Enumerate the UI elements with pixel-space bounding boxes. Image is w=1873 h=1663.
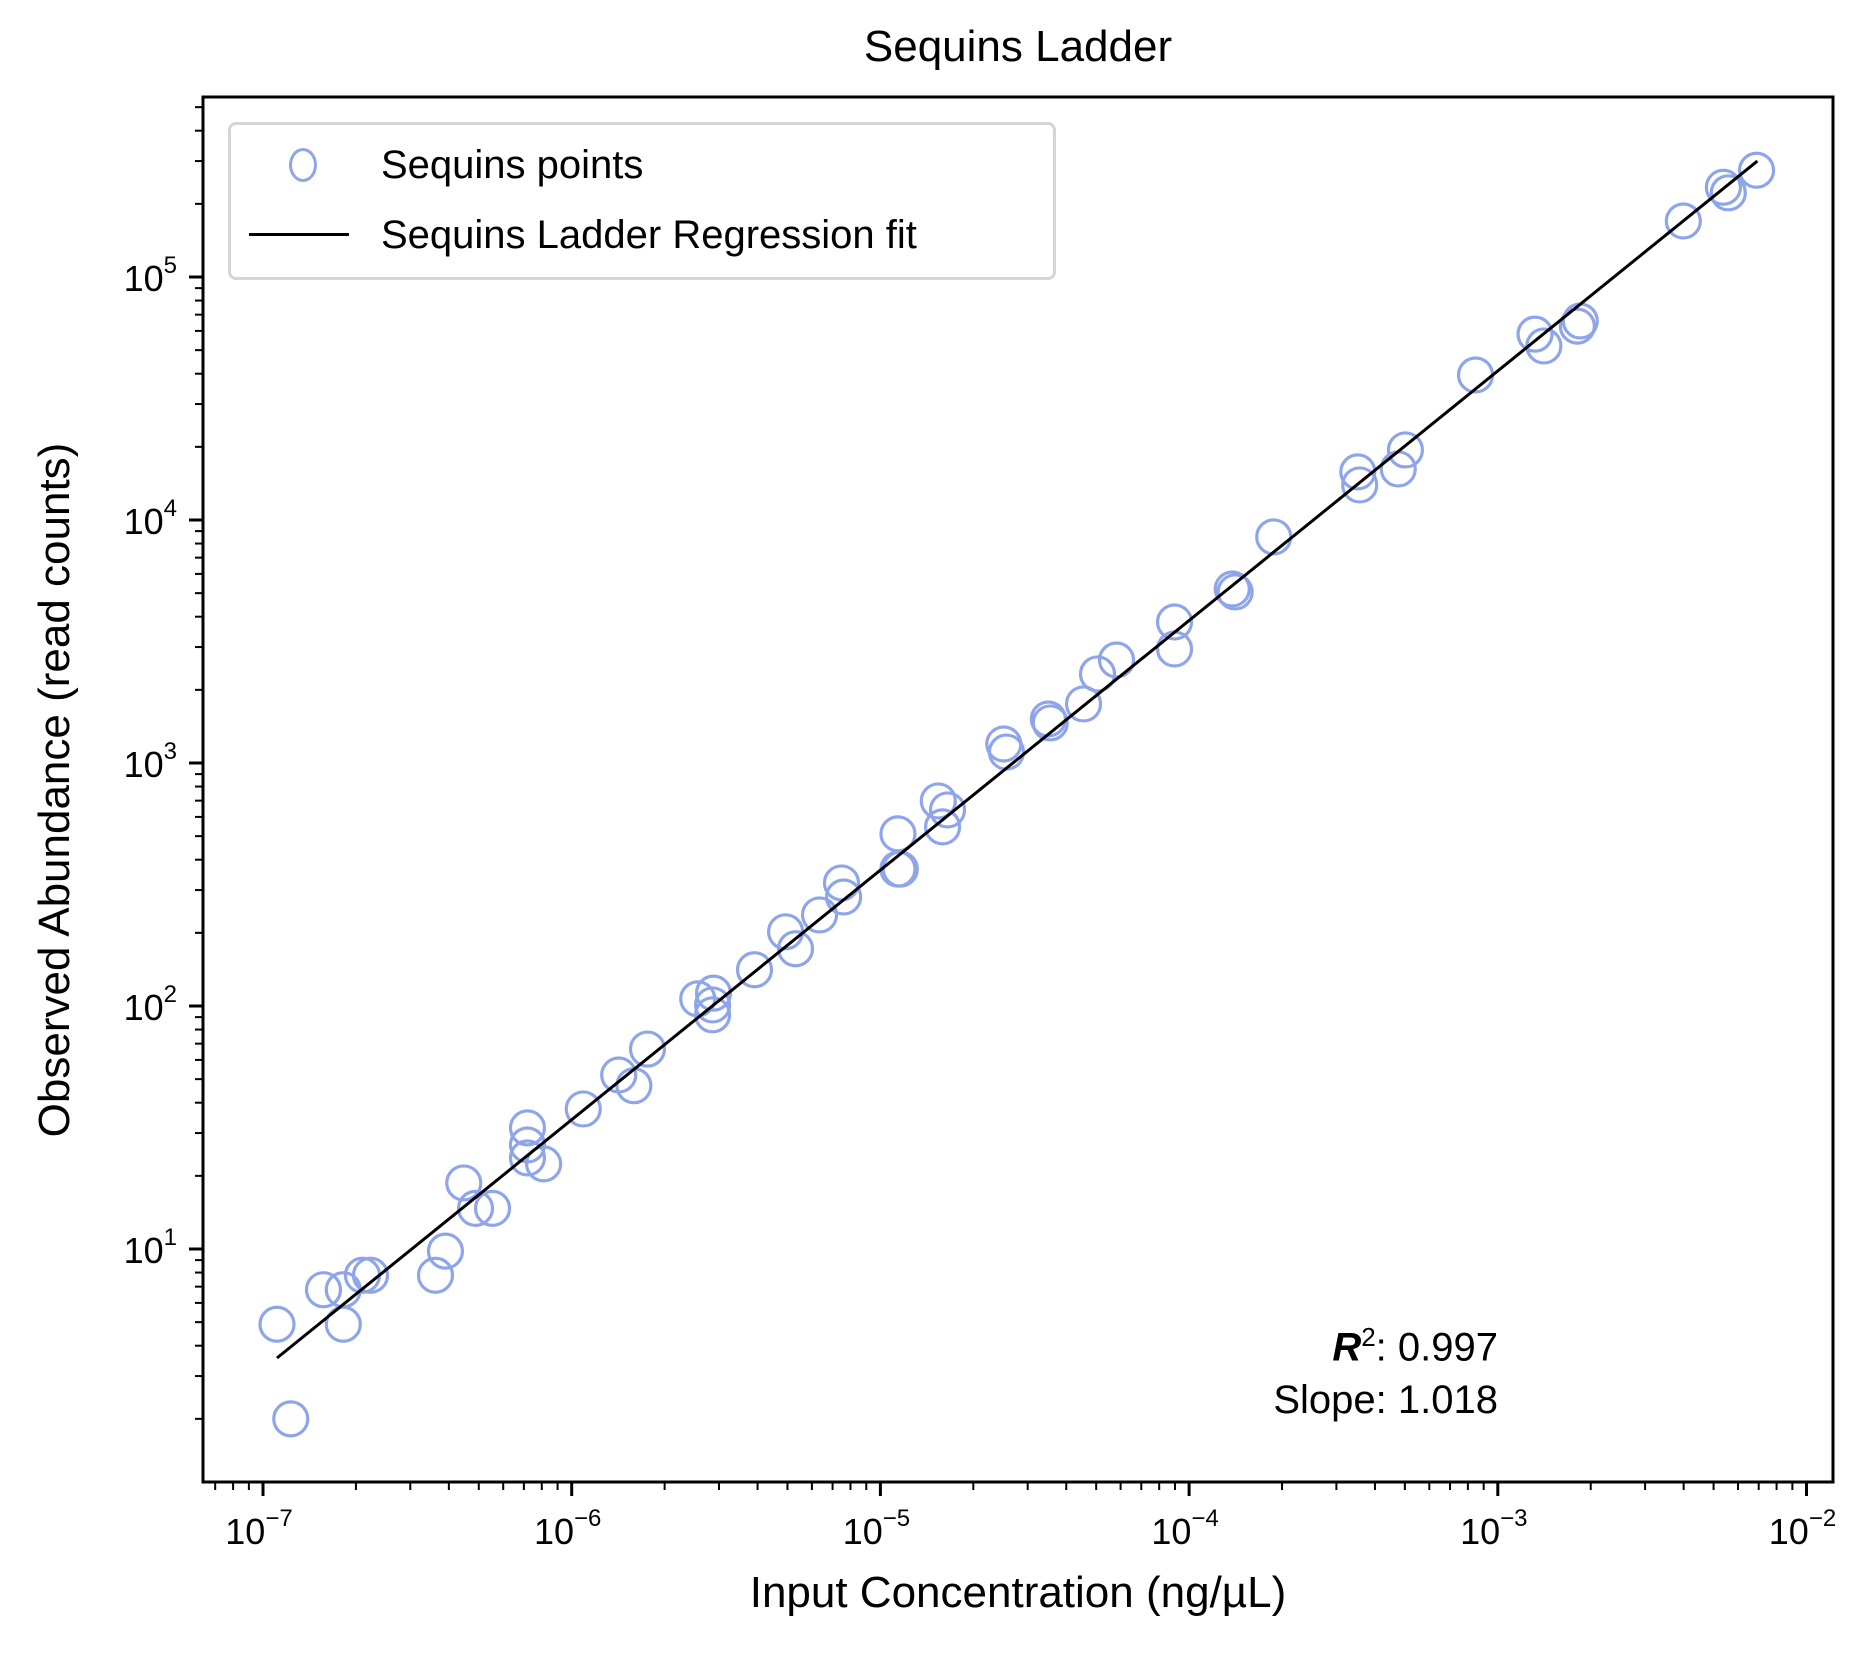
legend-item-fit: Sequins Ladder Regression fit	[231, 205, 917, 265]
x-axis-label: Input Concentration (ng/µL)	[749, 1568, 1287, 1617]
y-axis-label: Observed Abundance (read counts)	[30, 442, 79, 1138]
x-tick-label: 10−7	[225, 1505, 292, 1552]
data-point-marker	[881, 850, 919, 888]
legend-label: Sequins Ladder Regression fit	[381, 212, 917, 257]
data-point-marker	[416, 1256, 455, 1294]
y-tick-label: 103	[124, 738, 177, 785]
r-squared-value: : 0.997	[1375, 1325, 1498, 1370]
data-point-marker	[1078, 655, 1117, 693]
data-point-marker	[735, 951, 774, 989]
legend: Sequins points Sequins Ladder Regression…	[228, 122, 1056, 280]
data-point-marker	[919, 782, 957, 820]
y-tick-label: 105	[124, 252, 177, 299]
x-tick-label: 10−2	[1769, 1505, 1836, 1552]
data-point-marker	[825, 878, 863, 916]
data-point-marker	[1155, 603, 1194, 641]
data-point-marker	[1516, 315, 1554, 353]
data-point-marker	[776, 930, 815, 968]
data-point-marker	[928, 791, 967, 829]
data-point-marker	[564, 1090, 602, 1128]
data-point-marker	[1704, 168, 1742, 206]
line-icon	[249, 233, 349, 236]
data-point-marker	[272, 1400, 310, 1438]
x-tick-label: 10−4	[1151, 1505, 1218, 1552]
data-point-marker	[1386, 431, 1425, 469]
data-point-marker	[1341, 466, 1379, 504]
data-point-marker	[1737, 151, 1776, 189]
data-point-marker	[508, 1109, 547, 1147]
data-point-marker	[693, 996, 732, 1034]
data-point-marker	[1379, 450, 1417, 488]
data-point-marker	[1456, 356, 1495, 394]
data-point-marker	[445, 1164, 483, 1202]
data-point-marker	[304, 1271, 343, 1309]
data-point-marker	[1664, 202, 1702, 240]
x-tick-label: 10−6	[534, 1505, 601, 1552]
data-point-marker	[1213, 570, 1251, 608]
r-superscript: 2	[1361, 1322, 1376, 1352]
data-point-marker	[628, 1030, 667, 1068]
data-point-marker	[473, 1189, 512, 1227]
legend-label: Sequins points	[381, 142, 644, 187]
data-point-marker	[1558, 307, 1596, 345]
r-symbol: R	[1332, 1325, 1362, 1370]
data-point-marker	[426, 1232, 465, 1270]
data-point-marker	[1031, 704, 1069, 742]
data-point-marker	[1216, 573, 1254, 611]
data-point-marker	[1155, 630, 1194, 668]
regression-fit-line	[276, 159, 1759, 1360]
data-point-marker	[1097, 641, 1136, 679]
data-point-marker	[1064, 685, 1103, 723]
data-point-marker	[351, 1256, 390, 1294]
regression-line	[276, 159, 1759, 1360]
open-circle-marker-icon	[289, 148, 317, 182]
y-tick-label: 101	[124, 1224, 177, 1271]
x-tick-label: 10−3	[1460, 1505, 1527, 1552]
data-point-marker	[525, 1145, 563, 1183]
r-squared-annotation: R2: 0.997	[1332, 1322, 1498, 1370]
data-point-marker	[923, 808, 962, 846]
chart-title: Sequins Ladder	[863, 22, 1173, 71]
axis-ticks: 10−7 10−6 10−5 10−4 10−3 10−2 101 102 103 104 105	[124, 106, 1836, 1552]
plot-frame	[201, 95, 1835, 1484]
data-point-marker	[1255, 518, 1293, 556]
data-point-marker	[324, 1305, 362, 1343]
data-point-marker	[456, 1189, 495, 1227]
data-point-marker	[258, 1305, 296, 1343]
data-point-marker	[508, 1139, 547, 1177]
data-point-marker	[1709, 174, 1747, 212]
x-tick-label: 10−5	[843, 1505, 910, 1552]
data-point-marker	[800, 896, 839, 934]
y-tick-label: 104	[124, 495, 177, 542]
slope-annotation: Slope: 1.018	[1273, 1378, 1498, 1422]
y-tick-label: 102	[124, 981, 177, 1028]
scatter-points	[258, 151, 1776, 1438]
legend-item-points: Sequins points	[231, 135, 643, 195]
data-point-marker	[693, 986, 732, 1024]
